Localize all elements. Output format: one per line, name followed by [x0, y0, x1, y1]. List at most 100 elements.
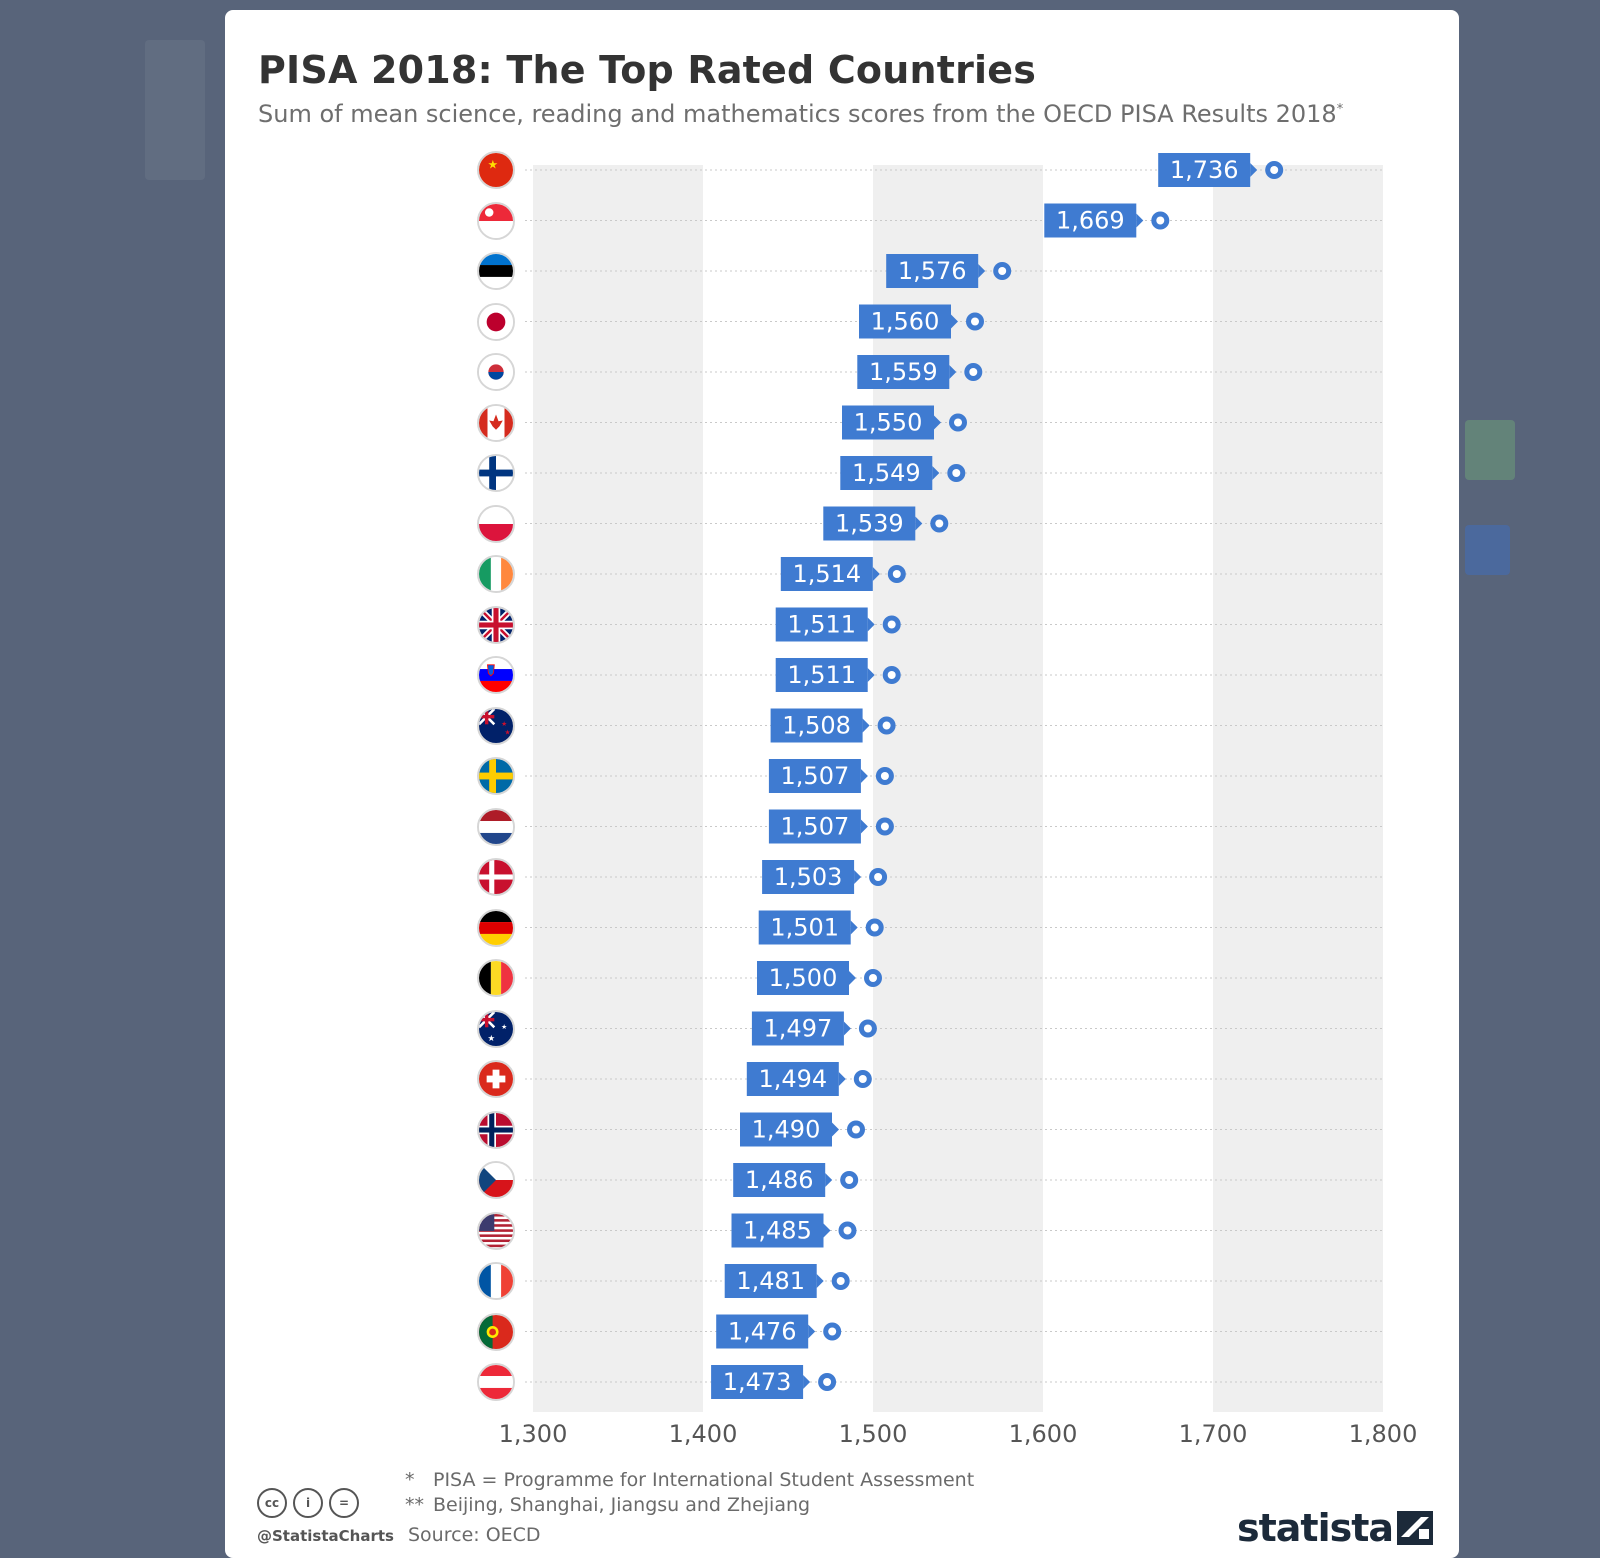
value-label-pointer: [862, 718, 870, 733]
value-label-pointer: [867, 617, 875, 632]
flag-portugal-icon: [477, 1312, 515, 1351]
license-icons[interactable]: cc i =: [257, 1488, 359, 1518]
value-label-box: [842, 405, 934, 440]
flag-south-korea-icon: [477, 353, 515, 391]
value-label: 1,539: [835, 510, 904, 538]
flag-singapore-icon: [477, 201, 515, 240]
background-green-button: [1465, 420, 1515, 480]
footnote-1-text: PISA = Programme for International Stude…: [433, 1469, 975, 1491]
value-label: 1,514: [792, 560, 861, 588]
footnote-2-mark: **: [405, 1494, 424, 1516]
value-label-box: [823, 506, 916, 541]
value-label: 1,503: [774, 863, 843, 891]
svg-text:★: ★: [501, 720, 507, 728]
x-tick-label: 1,400: [669, 1420, 738, 1448]
value-label-pointer: [872, 567, 880, 581]
flag-finland-icon: [477, 454, 515, 492]
value-dot-center: [935, 519, 944, 528]
value-label-box: [751, 1011, 844, 1046]
value-label-pointer: [803, 1375, 811, 1389]
bar-chart: 1,300 1,400 1,500 1,600 1,700 1,800 1,736 1,669…: [499, 153, 1418, 1448]
value-label-box: [859, 304, 951, 339]
value-label: 1,669: [1056, 207, 1125, 235]
value-label: 1,476: [728, 1318, 797, 1346]
flag-slovenia-icon: [477, 656, 515, 694]
value-label: 1,485: [743, 1217, 812, 1245]
value-label-pointer: [823, 1223, 831, 1238]
flag-united-kingdom-icon: [477, 605, 515, 644]
value-dot-center: [869, 974, 877, 982]
data-point: 1,490: [740, 1112, 865, 1147]
data-point: 1,550: [842, 405, 967, 440]
value-label: 1,497: [764, 1015, 833, 1043]
data-marks: 1,736 1,669 1,576 1,560 1,559 1,550 1,549 1,539…: [711, 153, 1284, 1399]
value-label-pointer: [808, 1324, 816, 1339]
data-point: 1,514: [780, 557, 906, 591]
grid-band: [873, 165, 1043, 1412]
statista-logo[interactable]: statista: [1237, 1506, 1434, 1550]
value-label: 1,507: [781, 813, 850, 841]
value-dot-center: [823, 1378, 832, 1386]
data-point: 1,539: [823, 506, 949, 541]
value-dot-center: [882, 721, 891, 730]
value-label: 1,736: [1170, 156, 1239, 184]
value-dot-center: [828, 1327, 837, 1336]
value-label: 1,500: [769, 964, 838, 992]
x-axis: 1,300 1,400 1,500 1,600 1,700 1,800: [499, 1420, 1418, 1448]
flag-new-zealand-icon: ★ ★: [477, 706, 515, 745]
source-note: Source: OECD: [408, 1524, 541, 1546]
value-label: 1,507: [781, 762, 850, 790]
data-point: 1,669: [1044, 203, 1170, 238]
value-label-box: [762, 860, 855, 894]
x-tick-label: 1,300: [499, 1420, 568, 1448]
value-label: 1,560: [871, 308, 940, 336]
x-tick-label: 1,600: [1009, 1420, 1078, 1448]
value-dot-center: [887, 671, 896, 679]
value-label-box: [780, 557, 873, 591]
chart-card: PISA 2018: The Top Rated Countries Sum o…: [225, 10, 1459, 1558]
value-label: 1,550: [854, 409, 923, 437]
value-dot-center: [880, 772, 889, 780]
footnote-2-text: Beijing, Shanghai, Jiangsu and Zhejiang: [433, 1494, 811, 1516]
data-point: 1,559: [857, 355, 983, 389]
value-label: 1,549: [852, 459, 921, 487]
value-label-box: [768, 759, 861, 793]
value-label: 1,576: [898, 257, 967, 285]
value-dot-center: [874, 873, 883, 881]
data-point: 1,736: [1158, 153, 1284, 187]
footnote-1: * PISA = Programme for International Stud…: [405, 1468, 974, 1493]
data-point: 1,511: [775, 607, 901, 642]
value-label-box: [770, 708, 863, 743]
value-label-pointer: [850, 920, 858, 935]
flag-belgium-icon: [477, 959, 515, 997]
value-dot-center: [863, 1024, 872, 1033]
value-label: 1,473: [723, 1368, 792, 1396]
value-label-pointer: [1136, 213, 1144, 228]
value-dot-center: [843, 1226, 852, 1235]
value-label-pointer: [843, 1021, 851, 1036]
value-label-pointer: [854, 870, 862, 884]
value-dot-center: [998, 267, 1007, 275]
value-label: 1,511: [787, 661, 856, 689]
value-label-pointer: [978, 264, 986, 278]
value-label-pointer: [934, 415, 941, 430]
attribution-icon: i: [293, 1488, 323, 1518]
value-label-box: [758, 910, 851, 945]
data-point: 1,508: [770, 708, 896, 743]
value-label-box: [711, 1365, 804, 1399]
value-label-box: [757, 961, 849, 995]
value-label-box: [731, 1213, 824, 1248]
flag-germany-icon: [477, 908, 515, 947]
data-point: 1,476: [716, 1314, 842, 1349]
flag-japan-icon: [477, 302, 515, 341]
brand-wordmark: statista: [1237, 1506, 1394, 1550]
value-dot-center: [880, 822, 889, 831]
value-label: 1,494: [758, 1065, 827, 1093]
subtitle-footnote-mark: *: [1336, 102, 1344, 117]
value-label-box: [768, 809, 861, 844]
value-dot-center: [892, 570, 901, 578]
value-label-pointer: [825, 1173, 833, 1187]
value-label-box: [746, 1062, 839, 1096]
value-label-box: [1158, 153, 1251, 187]
flag-poland-icon: [477, 504, 515, 543]
